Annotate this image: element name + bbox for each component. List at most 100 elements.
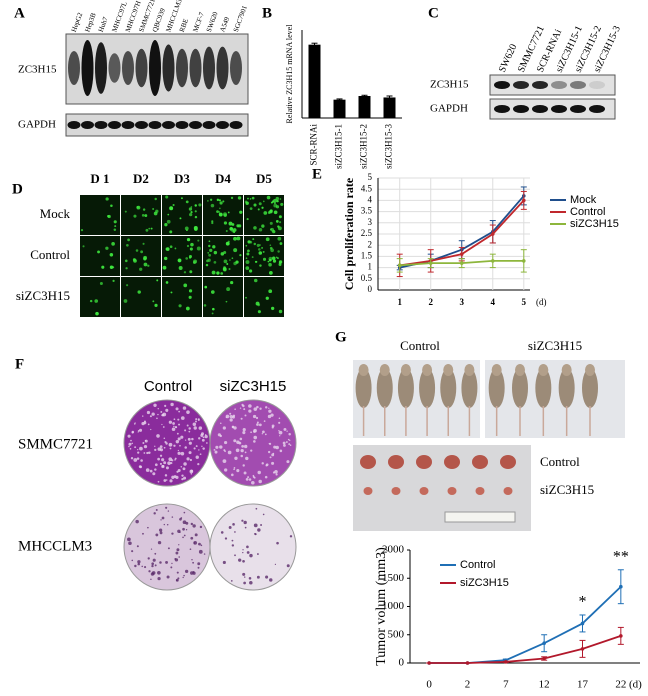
cell [219,207,221,210]
colony [195,455,199,459]
colony [279,449,283,453]
colony [289,535,293,538]
colony [154,445,156,447]
colony [197,463,200,466]
colony [233,467,236,469]
colony [244,444,248,449]
colony [244,451,247,454]
y-axis-label: Relative ZC3H15 mRNA level [285,24,294,124]
cell [206,259,209,263]
cell [216,198,220,202]
colony [222,459,227,464]
colony [137,430,140,432]
colony [176,579,178,581]
panel-label: D [12,181,23,197]
colony [144,439,147,442]
cell [259,264,262,267]
colony [273,445,277,449]
colony [242,464,245,467]
colony [271,461,275,465]
cell [265,237,270,242]
cell [139,267,143,271]
colony [265,575,269,579]
tumor [363,487,373,495]
colony [201,445,203,448]
colony [135,519,139,524]
y-axis-label: Tumor volum (mm3) [374,547,389,666]
colony [202,447,205,450]
cell [190,242,194,247]
colony [156,434,160,438]
cell [230,196,234,200]
colony [150,572,155,576]
cell [143,257,147,261]
colony [224,537,228,540]
colony [265,406,268,409]
point [619,634,623,638]
colony [278,421,281,424]
cell [278,263,282,266]
colony [197,566,200,569]
cell [277,250,280,253]
colony [255,416,259,420]
colony [243,520,247,525]
colony [131,442,134,445]
x-tick-label: 2 [465,679,471,691]
band [589,105,605,113]
colony [229,415,233,419]
colony [142,442,145,445]
colony [289,444,292,446]
colony [157,577,161,581]
colony [137,451,140,454]
band [81,40,94,96]
colony [142,415,144,417]
tumor [475,487,485,495]
colony [152,472,156,476]
colony [256,553,259,555]
x-axis-label: (d) [536,297,547,307]
colony [240,417,243,420]
colony [187,437,191,441]
colony [183,511,186,514]
point [542,656,546,661]
blot [489,74,616,96]
mouse [464,364,475,376]
colony [233,468,235,471]
colony [233,426,237,430]
colony [232,523,235,526]
colony [134,564,137,568]
x-tick-label: 0 [426,679,432,691]
band [216,46,229,90]
band [149,40,161,96]
colony [154,564,157,567]
cell [252,238,255,241]
micrograph [162,236,202,276]
colony [190,473,193,475]
colony [151,564,154,568]
cell [190,211,193,214]
lane-label: A549 [218,15,231,33]
colony [283,427,287,431]
cell [262,250,265,253]
cell [193,226,198,231]
band [513,81,529,89]
colony [159,528,163,532]
colony [150,548,153,550]
colony [233,439,237,443]
cell [94,299,99,303]
mouse [376,368,393,408]
colony [165,560,168,564]
colony [144,566,147,569]
colony [128,445,130,448]
colony [244,526,247,529]
cell [109,265,114,269]
column-label: siZC3H15 [528,338,582,353]
colony [182,576,184,579]
cell [226,287,231,292]
point [490,259,495,263]
cell [123,299,128,303]
cell [233,248,238,253]
cell [272,229,276,234]
cell [227,240,230,243]
